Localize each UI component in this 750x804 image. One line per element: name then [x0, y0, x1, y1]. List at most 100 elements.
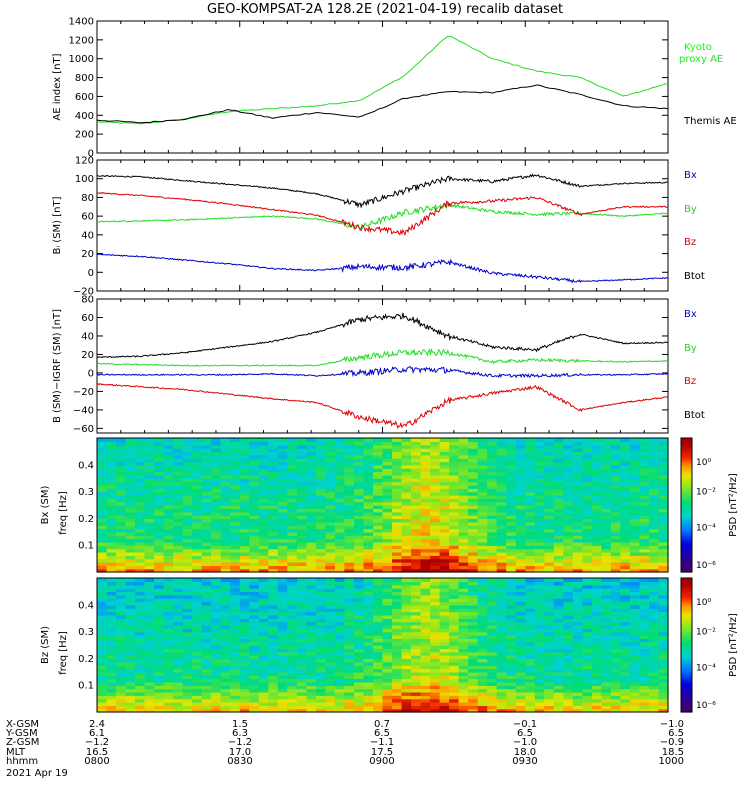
- spectrogram-cell: [325, 438, 335, 442]
- spectrogram-cell: [478, 578, 488, 582]
- spectrogram-cell: [392, 578, 402, 582]
- spectrogram-cell: [154, 578, 164, 582]
- legend-btot: Btot: [684, 410, 705, 421]
- spectrogram-cell: [249, 578, 259, 582]
- spectrogram-cell: [516, 578, 526, 582]
- spectrogram-cell: [240, 438, 250, 442]
- spectrogram-cell: [183, 578, 193, 582]
- legend-by: By: [684, 343, 697, 354]
- spectrogram-cell: [287, 438, 297, 442]
- y-tick-label: 100: [75, 174, 94, 185]
- spectrogram-cell: [535, 438, 545, 442]
- spectrogram-cell: [306, 438, 316, 442]
- series-line-by: [97, 350, 668, 367]
- spectrogram-cell: [640, 438, 650, 442]
- spectrogram-cell: [316, 438, 326, 442]
- spectrogram-cell: [506, 578, 516, 582]
- colorbar: [681, 438, 692, 573]
- y-tick-label: 0.4: [78, 460, 94, 471]
- spectrogram-cell: [487, 438, 497, 442]
- spectrogram-cell: [402, 438, 412, 442]
- spectrogram-cell: [516, 438, 526, 442]
- y-tick-label: 120: [75, 156, 94, 167]
- specz-cells: [97, 578, 669, 713]
- spectrogram-cell: [383, 438, 393, 442]
- spectrogram-cell: [221, 438, 231, 442]
- y-tick-label: −20: [73, 387, 94, 398]
- spectrogram-cell: [221, 578, 231, 582]
- y-tick-label: 60: [81, 313, 94, 324]
- spectrogram-cell: [107, 438, 117, 442]
- spectrogram-cell: [268, 438, 278, 442]
- legend-proxy-ae: proxy AE: [679, 54, 723, 65]
- y-axis-label: B (SM)−IGRF (SM) [nT]: [52, 309, 63, 423]
- y-tick-label: 0: [88, 368, 94, 379]
- spectrogram-cell: [402, 578, 412, 582]
- spectrogram-cell: [97, 578, 107, 582]
- legend-themis-ae: Themis AE: [683, 116, 737, 127]
- spectrogram-cell: [554, 438, 564, 442]
- spectrogram-cell: [430, 438, 440, 442]
- spectrogram-cell: [154, 438, 164, 442]
- y-tick-label: 0: [88, 268, 94, 279]
- spectrogram-cell: [592, 438, 602, 442]
- y-tick-label: 0.3: [78, 627, 94, 638]
- spectrogram-cell: [440, 438, 450, 442]
- spectrogram-cell: [430, 578, 440, 582]
- spectrogram-cell: [535, 578, 545, 582]
- spectrogram-cell: [611, 438, 621, 442]
- spectrogram-cell: [411, 438, 421, 442]
- spectrogram-cell: [573, 578, 583, 582]
- spectrogram-cell: [497, 578, 507, 582]
- spectrogram-cell: [325, 578, 335, 582]
- spectrogram-cell: [145, 438, 155, 442]
- y-tick-label: 0.1: [78, 681, 94, 692]
- y-tick-label: 0.2: [78, 654, 94, 665]
- legend-bz: Bz: [684, 237, 696, 248]
- spectrogram-cell: [449, 578, 459, 582]
- spectrogram-cell: [525, 578, 535, 582]
- series-line-bx: [97, 313, 668, 358]
- spectrogram-cell: [421, 578, 431, 582]
- spectrogram-cell: [354, 438, 364, 442]
- series-line-bx: [97, 175, 668, 207]
- spectrogram-cell: [107, 578, 117, 582]
- spectrogram-cell: [364, 438, 374, 442]
- series-line-bz: [97, 192, 668, 234]
- spectrogram-cell: [164, 438, 174, 442]
- spectrogram-cell: [582, 578, 592, 582]
- y-tick-label: 0.4: [78, 600, 94, 611]
- spectrogram-cell: [202, 438, 212, 442]
- spectrogram-cell: [192, 438, 202, 442]
- y-tick-label: 80: [81, 193, 94, 204]
- spectrogram-cell: [573, 438, 583, 442]
- spectrogram-cell: [354, 578, 364, 582]
- spectrogram-cell: [230, 438, 240, 442]
- y-axis-label: freq [Hz]: [58, 491, 69, 535]
- spectrogram-cell: [449, 438, 459, 442]
- series-line-btot: [97, 254, 668, 282]
- y-axis-label: AE index [nT]: [52, 53, 63, 120]
- spectrogram-cell: [478, 438, 488, 442]
- y-tick-label: −40: [73, 405, 94, 416]
- spectrogram-cell: [383, 578, 393, 582]
- legend-btot: Btot: [684, 271, 705, 282]
- spectrogram-cell: [459, 578, 469, 582]
- y-tick-label: 1200: [69, 35, 94, 46]
- series-line-btot: [97, 384, 668, 428]
- spectrogram-cell: [373, 438, 383, 442]
- spectrogram-cell: [582, 438, 592, 442]
- spectrogram-cell: [126, 438, 136, 442]
- y-tick-label: 400: [75, 111, 94, 122]
- spectrogram-cell: [173, 578, 183, 582]
- spectrogram-cell: [563, 438, 573, 442]
- legend-bx: Bx: [684, 170, 697, 181]
- spectrogram-cell: [126, 578, 136, 582]
- spectrogram-cell: [116, 438, 126, 442]
- spectrogram-cell: [164, 578, 174, 582]
- colorbar-tick-label: 10⁻²: [696, 487, 716, 497]
- spectrogram-cell: [344, 438, 354, 442]
- spectrogram-cell: [659, 438, 669, 442]
- colorbar-tick-label: 10⁻⁴: [696, 523, 716, 533]
